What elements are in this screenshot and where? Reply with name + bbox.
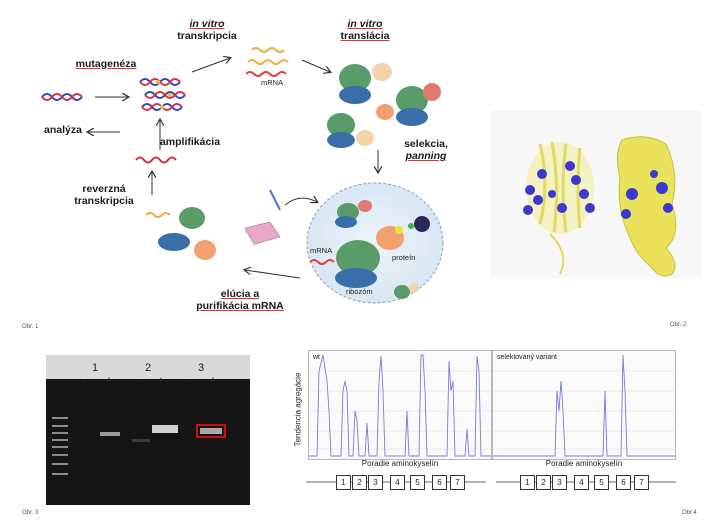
segment-right-5: 5 bbox=[594, 475, 609, 490]
label-transcription-main: transkripcia bbox=[177, 30, 237, 42]
gel-bands bbox=[46, 379, 250, 505]
segment-right-6: 6 bbox=[616, 475, 631, 490]
protein-structure-image bbox=[490, 110, 702, 278]
label-transcription: in vitro transkripcia bbox=[162, 18, 252, 42]
arrow-transcription bbox=[191, 58, 230, 73]
label-elution-1: elúcia a bbox=[220, 288, 260, 300]
figure-4: Tendencia agregácie wt selektovaný varia… bbox=[280, 345, 712, 531]
label-reverse-2: transkripcia bbox=[74, 195, 134, 207]
gel-image bbox=[46, 355, 250, 505]
mrna-top-icon bbox=[245, 47, 289, 77]
ribbon-structure-icon bbox=[523, 141, 595, 275]
label-mutagenesis: mutagenéza bbox=[75, 58, 137, 70]
figure-3: 1 2 3 - + - + - + Obr. 3 bbox=[0, 350, 260, 531]
segment-left-4: 4 bbox=[390, 475, 405, 490]
label-transcription-italic: in vitro bbox=[189, 18, 225, 30]
segment-left-7: 7 bbox=[450, 475, 465, 490]
dna-stack-icon bbox=[139, 78, 186, 111]
segment-right-1: 1 bbox=[520, 475, 535, 490]
arrow-translation bbox=[301, 59, 330, 72]
label-selection-main: selekcia, bbox=[404, 138, 448, 150]
label-panning: panning bbox=[405, 150, 447, 162]
plot-wt-title: wt bbox=[313, 354, 320, 361]
ssdna-icon bbox=[135, 156, 177, 164]
caption-fig2: Obr. 2 bbox=[670, 322, 687, 328]
figure-1: mutagenéza in vitro transkripcia in vitr… bbox=[0, 0, 480, 330]
caption-fig1: Obr. 1 bbox=[22, 324, 39, 330]
label-selection: selekcia, panning bbox=[396, 138, 456, 162]
plot-variant: selektovaný variant bbox=[492, 350, 676, 460]
selection-circle bbox=[306, 182, 444, 304]
segment-right-2: 2 bbox=[536, 475, 551, 490]
xlabel-right: Poradie aminokyselín bbox=[545, 459, 623, 468]
surface-structure-icon bbox=[616, 136, 677, 277]
circle-contents-icon bbox=[309, 200, 430, 299]
label-reverse: reverzná transkripcia bbox=[64, 183, 144, 207]
gel-sign-6: + bbox=[210, 376, 216, 387]
gel-sign-5: - bbox=[187, 376, 191, 387]
gel-lane-1: 1 bbox=[92, 362, 99, 374]
dna-left-icon bbox=[41, 93, 83, 101]
arrow-plate bbox=[284, 198, 317, 206]
segment-right-4: 4 bbox=[574, 475, 589, 490]
plot-variant-title: selektovaný variant bbox=[497, 354, 557, 361]
label-analysis: analýza bbox=[44, 124, 82, 136]
ribosome-cluster-top-icon bbox=[327, 63, 441, 148]
figure-2: Obr. 2 bbox=[490, 104, 712, 334]
gel-header bbox=[46, 355, 250, 379]
ribosome-cluster-left-icon bbox=[145, 207, 216, 260]
caption-fig4: Obr.4 bbox=[682, 510, 697, 516]
label-translation-main: translácia bbox=[340, 30, 390, 42]
label-ribosome: ribozóm bbox=[346, 287, 373, 296]
gel-sign-3: - bbox=[135, 376, 139, 387]
gel-lane-3: 3 bbox=[198, 362, 205, 374]
label-amplification: amplifikácia bbox=[159, 136, 221, 148]
plot-variant-lines bbox=[493, 354, 675, 457]
gel-sign-4: + bbox=[158, 376, 164, 387]
segment-left-2: 2 bbox=[352, 475, 367, 490]
arrow-elution bbox=[245, 270, 301, 279]
gel-sign-2: + bbox=[106, 376, 112, 387]
segment-right-3: 3 bbox=[552, 475, 567, 490]
label-elution-2: purifikácia mRNA bbox=[196, 300, 284, 312]
segment-left-6: 6 bbox=[432, 475, 447, 490]
microplate-icon bbox=[244, 189, 281, 247]
caption-fig3: Obr. 3 bbox=[22, 510, 39, 516]
gel-sign-1: - bbox=[82, 376, 86, 387]
segment-left-3: 3 bbox=[368, 475, 383, 490]
label-reverse-1: reverzná bbox=[82, 183, 126, 195]
label-mrna-circle: mRNA bbox=[310, 246, 333, 255]
plot-wt: wt bbox=[308, 350, 492, 460]
label-protein: proteín bbox=[392, 253, 416, 262]
label-mrna-top: mRNA bbox=[261, 78, 284, 87]
segment-right-7: 7 bbox=[634, 475, 649, 490]
segment-left-1: 1 bbox=[336, 475, 351, 490]
gel-lane-2: 2 bbox=[145, 362, 152, 374]
figure-1-art bbox=[41, 47, 444, 304]
label-translation-italic: in vitro bbox=[347, 18, 383, 30]
xlabel-left: Poradie aminokyselín bbox=[361, 459, 439, 468]
label-translation: in vitro translácia bbox=[320, 18, 410, 42]
plot-wt-lines bbox=[309, 354, 491, 457]
fig4-ylabel: Tendencia agregácie bbox=[293, 372, 303, 447]
label-elution: elúcia a purifikácia mRNA bbox=[180, 288, 300, 312]
segment-left-5: 5 bbox=[410, 475, 425, 490]
